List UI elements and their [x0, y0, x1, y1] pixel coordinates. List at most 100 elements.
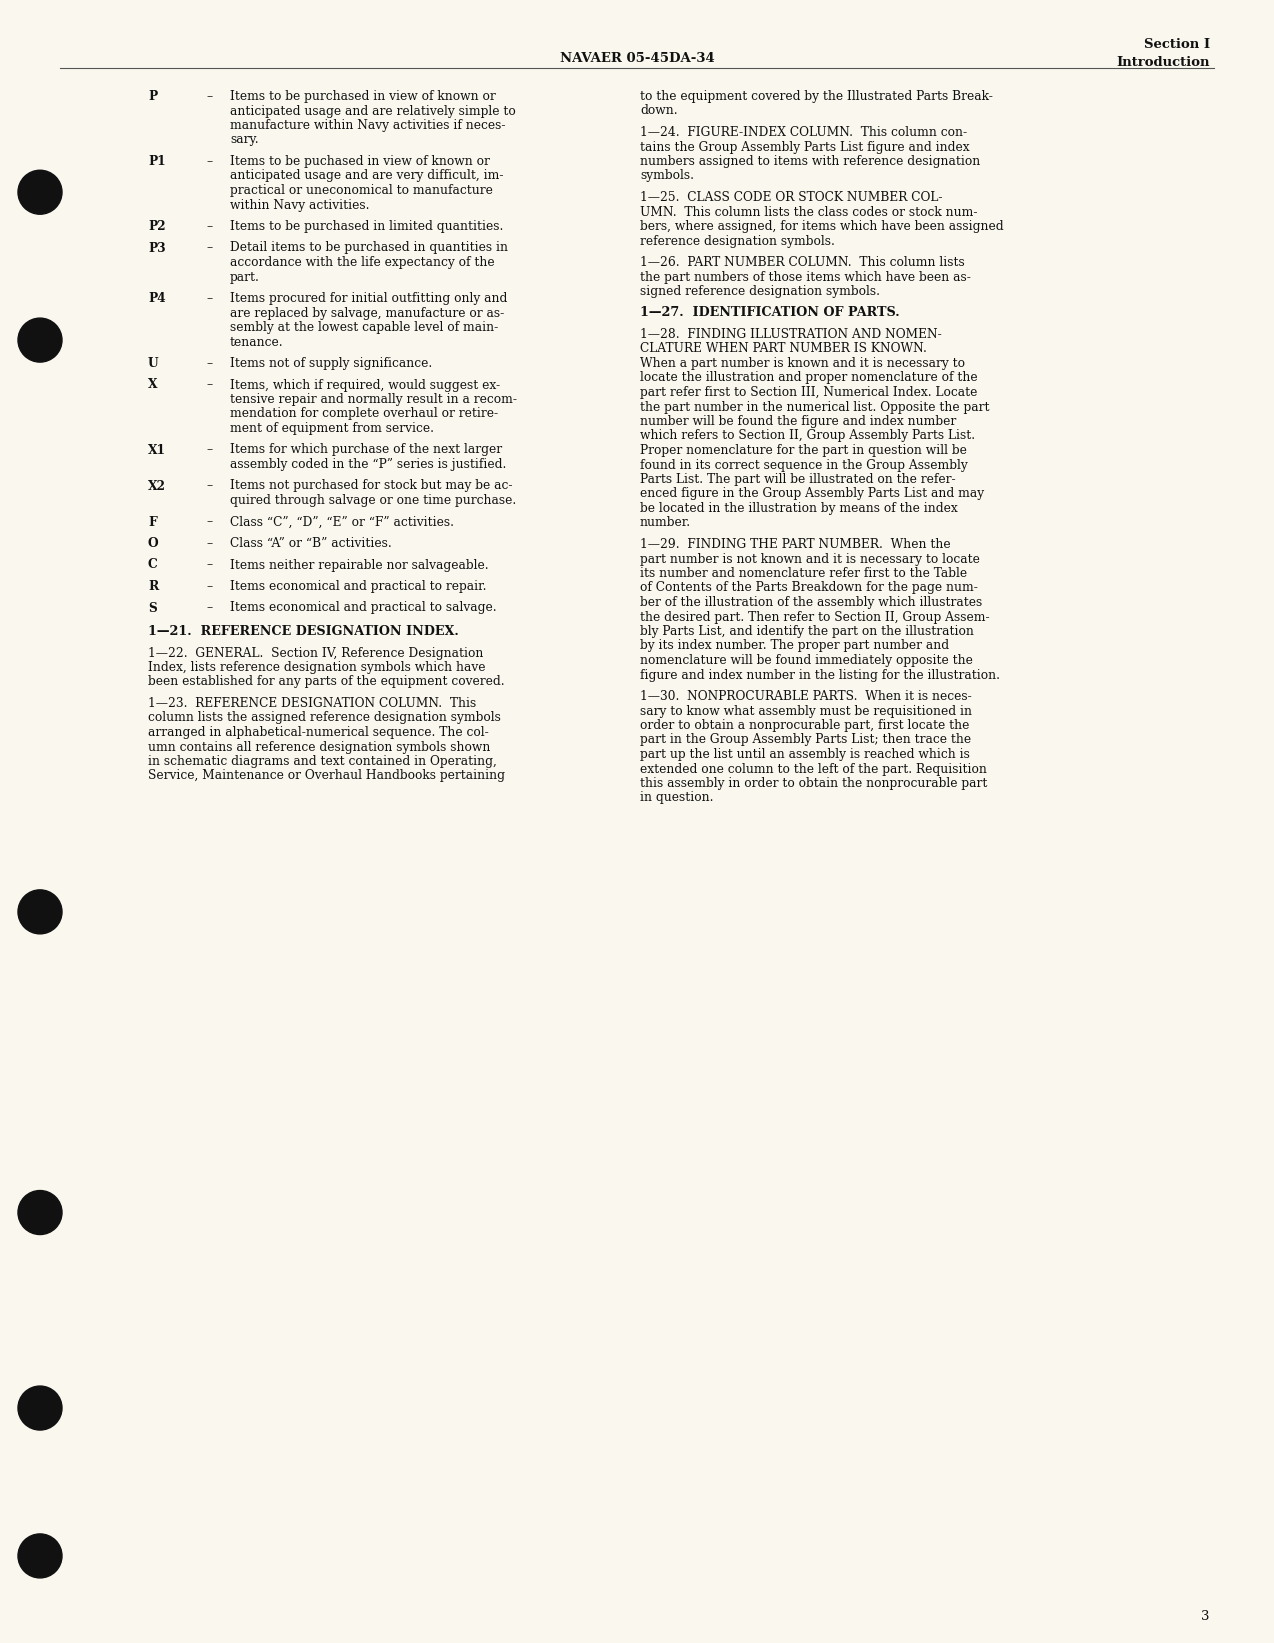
Text: Parts List. The part will be illustrated on the refer-: Parts List. The part will be illustrated…	[640, 473, 956, 486]
Text: O: O	[148, 537, 159, 550]
Text: the desired part. Then refer to Section II, Group Assem-: the desired part. Then refer to Section …	[640, 611, 990, 623]
Text: practical or uneconomical to manufacture: practical or uneconomical to manufacture	[231, 184, 493, 197]
Text: S: S	[148, 601, 157, 614]
Text: figure and index number in the listing for the illustration.: figure and index number in the listing f…	[640, 669, 1000, 682]
Text: When a part number is known and it is necessary to: When a part number is known and it is ne…	[640, 357, 964, 370]
Text: 1—29.  FINDING THE PART NUMBER.  When the: 1—29. FINDING THE PART NUMBER. When the	[640, 537, 950, 550]
Circle shape	[18, 1191, 62, 1234]
Text: by its index number. The proper part number and: by its index number. The proper part num…	[640, 639, 949, 652]
Text: anticipated usage and are very difficult, im-: anticipated usage and are very difficult…	[231, 169, 503, 182]
Text: in schematic diagrams and text contained in Operating,: in schematic diagrams and text contained…	[148, 756, 497, 767]
Text: NAVAER 05-45DA-34: NAVAER 05-45DA-34	[559, 53, 715, 66]
Text: part up the list until an assembly is reached which is: part up the list until an assembly is re…	[640, 748, 970, 761]
Circle shape	[18, 1387, 62, 1429]
Text: bers, where assigned, for items which have been assigned: bers, where assigned, for items which ha…	[640, 220, 1004, 233]
Text: extended one column to the left of the part. Requisition: extended one column to the left of the p…	[640, 762, 987, 775]
Text: reference designation symbols.: reference designation symbols.	[640, 235, 834, 248]
Text: Index, lists reference designation symbols which have: Index, lists reference designation symbo…	[148, 660, 485, 674]
Text: Items not purchased for stock but may be ac-: Items not purchased for stock but may be…	[231, 480, 512, 493]
Text: 1—28.  FINDING ILLUSTRATION AND NOMEN-: 1—28. FINDING ILLUSTRATION AND NOMEN-	[640, 329, 941, 342]
Text: U: U	[148, 357, 159, 370]
Text: number.: number.	[640, 516, 691, 529]
Text: P1: P1	[148, 154, 166, 168]
Text: tenance.: tenance.	[231, 335, 284, 348]
Text: ber of the illustration of the assembly which illustrates: ber of the illustration of the assembly …	[640, 596, 982, 610]
Text: P: P	[148, 90, 157, 104]
Text: Detail items to be purchased in quantities in: Detail items to be purchased in quantiti…	[231, 242, 508, 255]
Text: the part numbers of those items which have been as-: the part numbers of those items which ha…	[640, 271, 971, 284]
Text: R: R	[148, 580, 158, 593]
Circle shape	[18, 319, 62, 361]
Text: Class “A” or “B” activities.: Class “A” or “B” activities.	[231, 537, 391, 550]
Text: part in the Group Assembly Parts List; then trace the: part in the Group Assembly Parts List; t…	[640, 733, 971, 746]
Text: P2: P2	[148, 220, 166, 233]
Text: bly Parts List, and identify the part on the illustration: bly Parts List, and identify the part on…	[640, 624, 973, 637]
Text: quired through salvage or one time purchase.: quired through salvage or one time purch…	[231, 495, 516, 508]
Text: 1—25.  CLASS CODE OR STOCK NUMBER COL-: 1—25. CLASS CODE OR STOCK NUMBER COL-	[640, 191, 943, 204]
Text: assembly coded in the “P” series is justified.: assembly coded in the “P” series is just…	[231, 458, 506, 472]
Text: signed reference designation symbols.: signed reference designation symbols.	[640, 284, 880, 297]
Text: Items not of supply significance.: Items not of supply significance.	[231, 357, 432, 370]
Text: P4: P4	[148, 292, 166, 306]
Circle shape	[18, 171, 62, 214]
Text: 1—24.  FIGURE-INDEX COLUMN.  This column con-: 1—24. FIGURE-INDEX COLUMN. This column c…	[640, 127, 967, 140]
Text: sembly at the lowest capable level of main-: sembly at the lowest capable level of ma…	[231, 320, 498, 334]
Text: –: –	[206, 480, 213, 493]
Text: in question.: in question.	[640, 792, 713, 805]
Text: within Navy activities.: within Navy activities.	[231, 199, 369, 212]
Text: of Contents of the Parts Breakdown for the page num-: of Contents of the Parts Breakdown for t…	[640, 582, 978, 595]
Text: Items to be purchased in limited quantities.: Items to be purchased in limited quantit…	[231, 220, 503, 233]
Text: –: –	[206, 444, 213, 457]
Text: been established for any parts of the equipment covered.: been established for any parts of the eq…	[148, 675, 505, 688]
Text: Items economical and practical to repair.: Items economical and practical to repair…	[231, 580, 487, 593]
Text: –: –	[206, 242, 213, 255]
Text: –: –	[206, 378, 213, 391]
Text: –: –	[206, 580, 213, 593]
Text: C: C	[148, 559, 158, 572]
Text: Items neither repairable nor salvageable.: Items neither repairable nor salvageable…	[231, 559, 489, 572]
Text: 1—23.  REFERENCE DESIGNATION COLUMN.  This: 1—23. REFERENCE DESIGNATION COLUMN. This	[148, 697, 476, 710]
Text: Items to be puchased in view of known or: Items to be puchased in view of known or	[231, 154, 490, 168]
Text: –: –	[206, 220, 213, 233]
Text: are replaced by salvage, manufacture or as-: are replaced by salvage, manufacture or …	[231, 307, 505, 319]
Text: order to obtain a nonprocurable part, first locate the: order to obtain a nonprocurable part, fi…	[640, 720, 970, 733]
Text: F: F	[148, 516, 157, 529]
Text: Items procured for initial outfitting only and: Items procured for initial outfitting on…	[231, 292, 507, 306]
Text: to the equipment covered by the Illustrated Parts Break-: to the equipment covered by the Illustra…	[640, 90, 992, 104]
Text: the part number in the numerical list. Opposite the part: the part number in the numerical list. O…	[640, 401, 990, 414]
Text: this assembly in order to obtain the nonprocurable part: this assembly in order to obtain the non…	[640, 777, 987, 790]
Text: enced figure in the Group Assembly Parts List and may: enced figure in the Group Assembly Parts…	[640, 488, 984, 501]
Text: mendation for complete overhaul or retire-: mendation for complete overhaul or retir…	[231, 407, 498, 421]
Text: which refers to Section II, Group Assembly Parts List.: which refers to Section II, Group Assemb…	[640, 429, 975, 442]
Text: part.: part.	[231, 271, 260, 284]
Text: CLATURE WHEN PART NUMBER IS KNOWN.: CLATURE WHEN PART NUMBER IS KNOWN.	[640, 342, 927, 355]
Text: numbers assigned to items with reference designation: numbers assigned to items with reference…	[640, 154, 980, 168]
Text: sary.: sary.	[231, 133, 259, 146]
Text: 1—27.  IDENTIFICATION OF PARTS.: 1—27. IDENTIFICATION OF PARTS.	[640, 307, 899, 319]
Text: –: –	[206, 154, 213, 168]
Text: part number is not known and it is necessary to locate: part number is not known and it is neces…	[640, 552, 980, 565]
Text: P3: P3	[148, 242, 166, 255]
Text: X1: X1	[148, 444, 166, 457]
Text: Items for which purchase of the next larger: Items for which purchase of the next lar…	[231, 444, 502, 457]
Text: its number and nomenclature refer first to the Table: its number and nomenclature refer first …	[640, 567, 967, 580]
Text: symbols.: symbols.	[640, 169, 694, 182]
Text: Items to be purchased in view of known or: Items to be purchased in view of known o…	[231, 90, 496, 104]
Text: column lists the assigned reference designation symbols: column lists the assigned reference desi…	[148, 711, 501, 725]
Text: anticipated usage and are relatively simple to: anticipated usage and are relatively sim…	[231, 105, 516, 118]
Text: sary to know what assembly must be requisitioned in: sary to know what assembly must be requi…	[640, 705, 972, 718]
Text: Items economical and practical to salvage.: Items economical and practical to salvag…	[231, 601, 497, 614]
Text: Introduction: Introduction	[1116, 56, 1210, 69]
Text: tensive repair and normally result in a recom-: tensive repair and normally result in a …	[231, 393, 517, 406]
Text: umn contains all reference designation symbols shown: umn contains all reference designation s…	[148, 741, 490, 754]
Text: 3: 3	[1201, 1610, 1210, 1623]
Text: 1—26.  PART NUMBER COLUMN.  This column lists: 1—26. PART NUMBER COLUMN. This column li…	[640, 256, 964, 269]
Text: Proper nomenclature for the part in question will be: Proper nomenclature for the part in ques…	[640, 444, 967, 457]
Text: arranged in alphabetical-numerical sequence. The col-: arranged in alphabetical-numerical seque…	[148, 726, 489, 739]
Text: 1—30.  NONPROCURABLE PARTS.  When it is neces-: 1—30. NONPROCURABLE PARTS. When it is ne…	[640, 690, 972, 703]
Text: manufacture within Navy activities if neces-: manufacture within Navy activities if ne…	[231, 118, 506, 131]
Text: –: –	[206, 601, 213, 614]
Text: be located in the illustration by means of the index: be located in the illustration by means …	[640, 503, 958, 514]
Text: accordance with the life expectancy of the: accordance with the life expectancy of t…	[231, 256, 494, 269]
Text: found in its correct sequence in the Group Assembly: found in its correct sequence in the Gro…	[640, 458, 968, 472]
